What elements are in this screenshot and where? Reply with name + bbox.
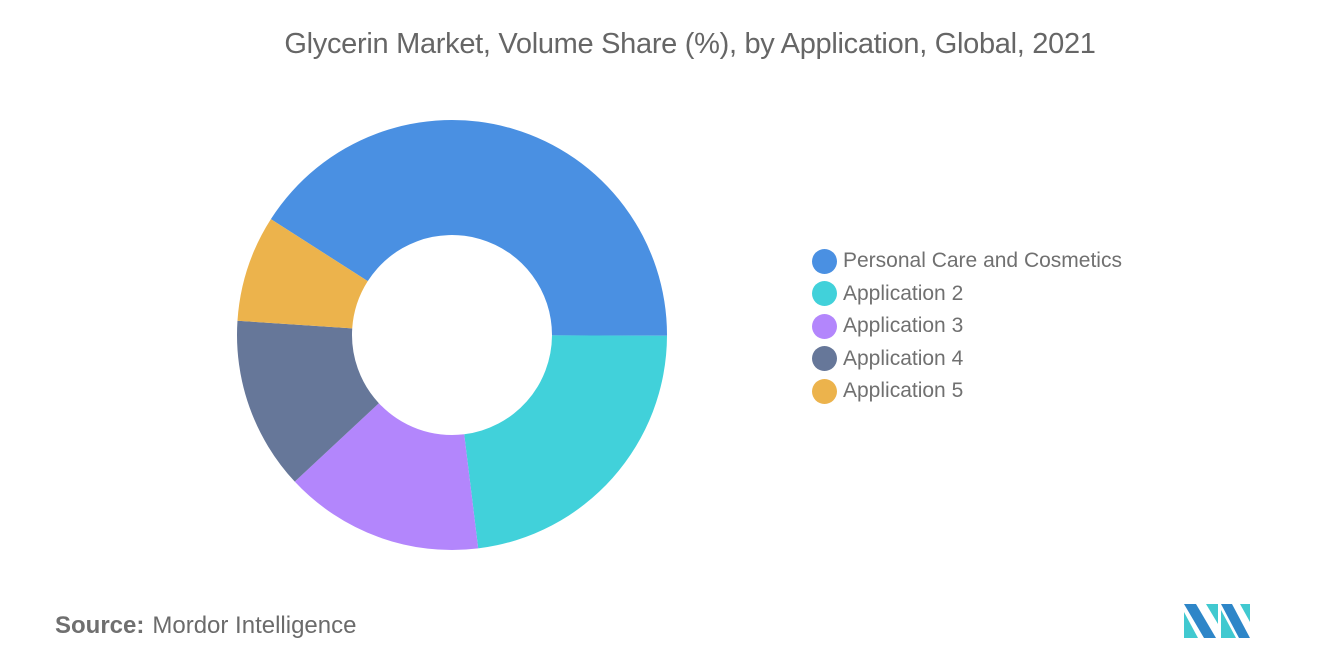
source-label: Source: xyxy=(55,612,145,639)
legend-swatch-circle-icon xyxy=(812,313,837,339)
donut-slice-application-3 xyxy=(294,403,479,550)
source-value: Mordor Intelligence xyxy=(152,612,357,639)
legend-swatch-circle-icon xyxy=(812,346,837,372)
legend-item-personal-care: Personal Care and Cosmetics xyxy=(812,245,1122,278)
source-note: Source: Mordor Intelligence xyxy=(55,612,356,640)
legend-item-application-4: Application 4 xyxy=(812,343,1122,376)
legend-swatch-circle-icon xyxy=(812,281,837,307)
legend-label: Personal Care and Cosmetics xyxy=(843,249,1122,273)
donut-slice-application-5 xyxy=(237,219,368,329)
donut-slice-application-2 xyxy=(464,335,667,549)
donut-slice-application-4 xyxy=(237,320,379,482)
chart-title: Glycerin Market, Volume Share (%), by Ap… xyxy=(284,28,1096,60)
legend-item-application-2: Application 2 xyxy=(812,278,1122,311)
mordor-intelligence-logo-icon xyxy=(1184,604,1250,638)
legend-label: Application 4 xyxy=(843,346,964,370)
legend-label: Application 5 xyxy=(843,379,964,403)
donut-slice-personal-care-and-cosmetics xyxy=(270,119,668,336)
legend-label: Application 3 xyxy=(843,314,964,338)
legend-item-application-3: Application 3 xyxy=(812,310,1122,343)
legend-swatch-circle-icon xyxy=(812,378,837,404)
legend-label: Application 2 xyxy=(843,281,964,305)
chart-legend: Personal Care and Cosmetics Application … xyxy=(812,245,1122,408)
legend-item-application-5: Application 5 xyxy=(812,375,1122,408)
legend-swatch-circle-icon xyxy=(812,248,837,274)
